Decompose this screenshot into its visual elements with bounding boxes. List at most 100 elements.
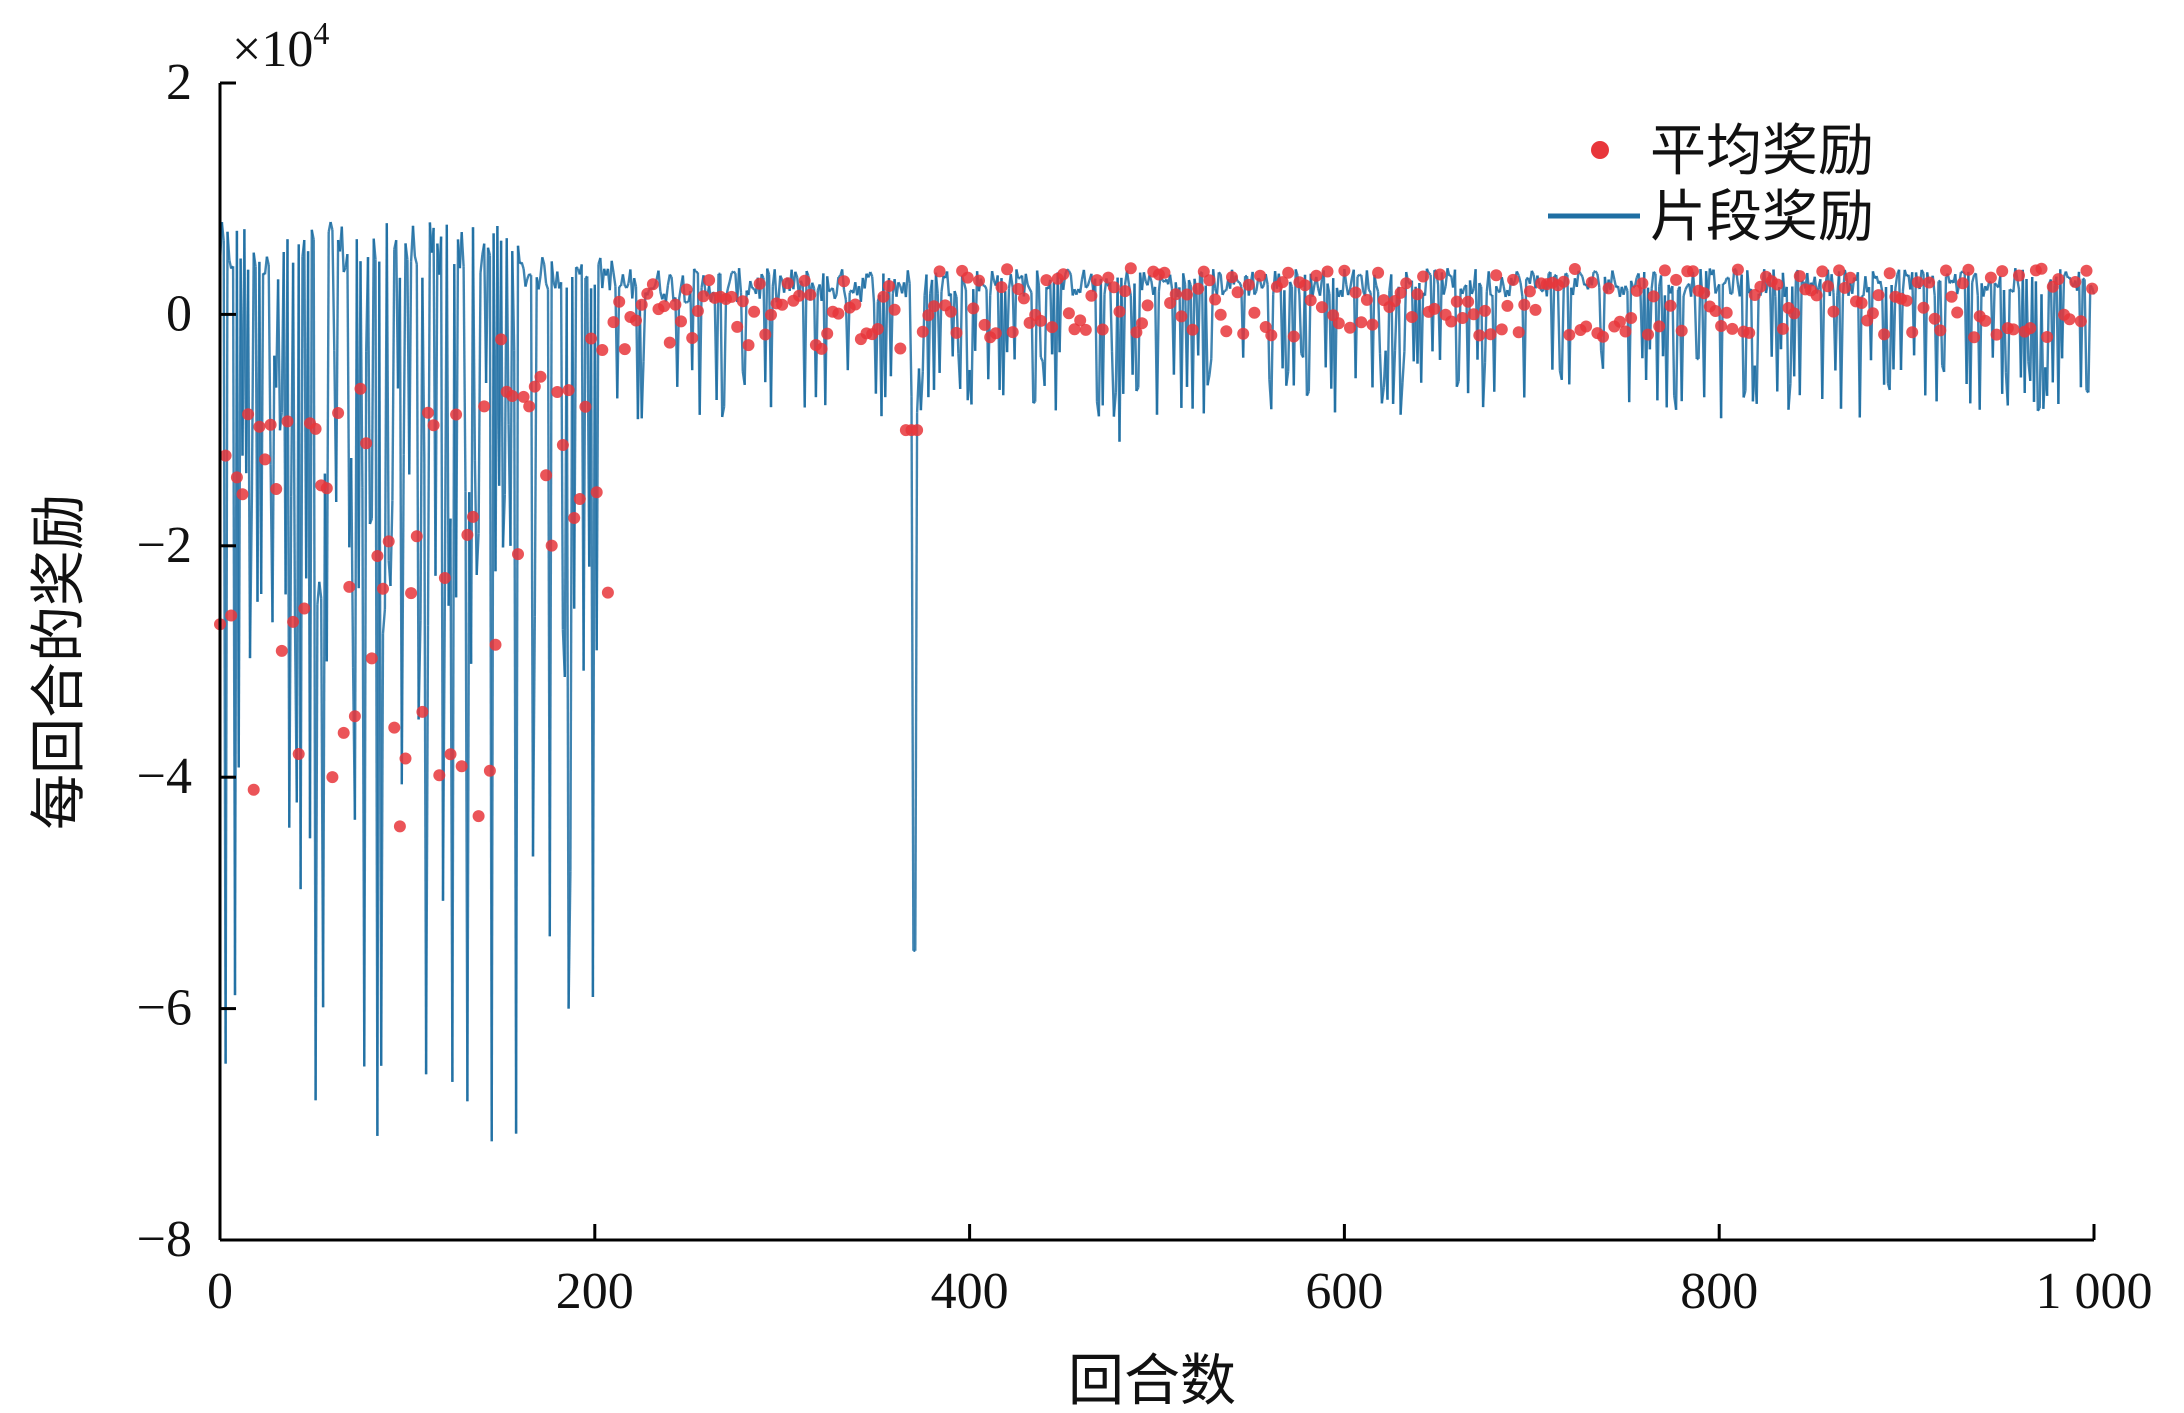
average-reward-point xyxy=(1237,327,1250,340)
average-reward-point xyxy=(1276,276,1289,289)
episode-reward-segment xyxy=(325,231,330,662)
episode-reward-segment xyxy=(1182,273,1187,285)
episode-reward-segment xyxy=(1969,282,1974,404)
average-reward-point xyxy=(545,539,558,552)
average-reward-point xyxy=(1490,269,1503,282)
episode-reward-segment xyxy=(248,494,254,659)
average-reward-point xyxy=(978,318,991,331)
average-reward-point xyxy=(2063,313,2076,326)
average-reward-point xyxy=(1636,277,1649,290)
episode-reward-segment xyxy=(610,260,615,273)
episode-reward-segment xyxy=(1013,269,1018,360)
average-reward-point xyxy=(371,550,384,562)
average-reward-point xyxy=(1349,286,1362,299)
average-reward-point xyxy=(1113,305,1126,318)
episode-reward-segment xyxy=(1305,391,1310,397)
episode-reward-segment xyxy=(1112,392,1117,417)
average-reward-point xyxy=(467,510,479,523)
average-reward-point xyxy=(556,439,569,451)
episode-reward-segment xyxy=(1082,269,1087,288)
average-reward-point xyxy=(1119,285,1132,298)
episode-reward-segment xyxy=(1142,272,1147,282)
average-reward-point xyxy=(1254,269,1267,282)
y-tick-label: −4 xyxy=(137,748,192,805)
average-reward-point xyxy=(1209,293,1222,306)
average-reward-point xyxy=(973,274,985,287)
average-reward-point xyxy=(646,278,659,291)
x-tick-label: 800 xyxy=(1680,1263,1758,1320)
episode-reward-segment xyxy=(1920,269,1925,274)
episode-reward-segment xyxy=(544,283,550,290)
episode-reward-segment xyxy=(1034,270,1039,402)
episode-reward-segment xyxy=(1858,296,1863,418)
average-reward-point xyxy=(1670,273,1683,286)
episode-reward-segment xyxy=(1515,270,1520,276)
average-reward-point xyxy=(1411,288,1424,301)
episode-reward-segment xyxy=(550,261,555,283)
episode-reward-segment xyxy=(1476,283,1481,360)
episode-reward-segment xyxy=(288,496,293,828)
average-reward-point xyxy=(242,408,255,421)
average-reward-point xyxy=(1568,263,1581,275)
average-reward-point xyxy=(1563,328,1576,341)
episode-reward-segment xyxy=(466,492,471,1102)
average-reward-point xyxy=(1771,278,1784,291)
average-reward-point xyxy=(1124,262,1137,275)
legend: 平均奖励 片段奖励 xyxy=(1548,119,1874,250)
episode-reward-segment xyxy=(462,266,467,492)
episode-reward-segment xyxy=(1901,269,1906,292)
episode-reward-segment xyxy=(1487,271,1492,296)
episode-reward-segment xyxy=(2006,289,2011,406)
episode-reward-segment xyxy=(2036,407,2041,412)
episode-reward-segment xyxy=(385,223,390,561)
average-reward-point xyxy=(2024,322,2037,335)
episode-reward-segment xyxy=(1442,285,1447,295)
episode-reward-segment xyxy=(310,229,315,240)
average-reward-point xyxy=(337,726,350,739)
episode-reward-segment xyxy=(664,284,670,302)
episode-reward-segment xyxy=(676,298,681,387)
episode-reward-segment xyxy=(726,281,731,289)
episode-reward-segment xyxy=(278,412,283,431)
average-reward-point xyxy=(1141,299,1154,312)
episode-reward-segment xyxy=(779,275,784,281)
average-reward-point xyxy=(1878,328,1891,341)
episode-reward-segment xyxy=(1714,288,1719,294)
average-reward-point xyxy=(343,580,356,593)
average-reward-point xyxy=(1405,311,1418,323)
episode-reward-segment xyxy=(1298,294,1303,354)
episode-reward-segment xyxy=(1086,279,1091,287)
episode-reward-segment xyxy=(837,274,841,279)
average-reward-point xyxy=(1923,276,1936,289)
episode-reward-segment xyxy=(1971,274,1976,283)
episode-reward-segment xyxy=(1367,289,1372,294)
episode-reward-segment xyxy=(919,371,924,411)
episode-reward-segment xyxy=(250,252,255,496)
episode-reward-segment xyxy=(1032,400,1036,405)
average-reward-point xyxy=(804,288,817,301)
average-reward-point xyxy=(1675,324,1688,337)
average-reward-point xyxy=(1664,299,1677,312)
average-reward-point xyxy=(933,265,946,278)
episode-reward-segment xyxy=(501,494,506,548)
episode-reward-segment xyxy=(1821,288,1826,400)
average-reward-point xyxy=(1248,306,1261,319)
average-reward-point xyxy=(1057,268,1070,281)
episode-reward-segment xyxy=(363,351,368,1067)
series-average-reward xyxy=(214,262,2099,833)
average-reward-point xyxy=(287,615,300,628)
episode-reward-segment xyxy=(914,412,919,951)
average-reward-point xyxy=(1940,264,1952,277)
episode-reward-segment xyxy=(1579,272,1584,278)
episode-reward-segment xyxy=(1069,274,1074,296)
average-reward-point xyxy=(1062,307,1075,320)
episode-reward-segment xyxy=(1420,292,1425,383)
x-tick-label: 600 xyxy=(1305,1263,1383,1320)
episode-reward-segment xyxy=(252,252,257,267)
average-reward-point xyxy=(1434,268,1446,281)
average-reward-point xyxy=(618,343,631,356)
episode-reward-segment xyxy=(366,257,372,525)
episode-reward-segment xyxy=(1581,276,1586,286)
episode-reward-segment xyxy=(1365,270,1370,290)
episode-reward-segment xyxy=(514,245,520,1134)
